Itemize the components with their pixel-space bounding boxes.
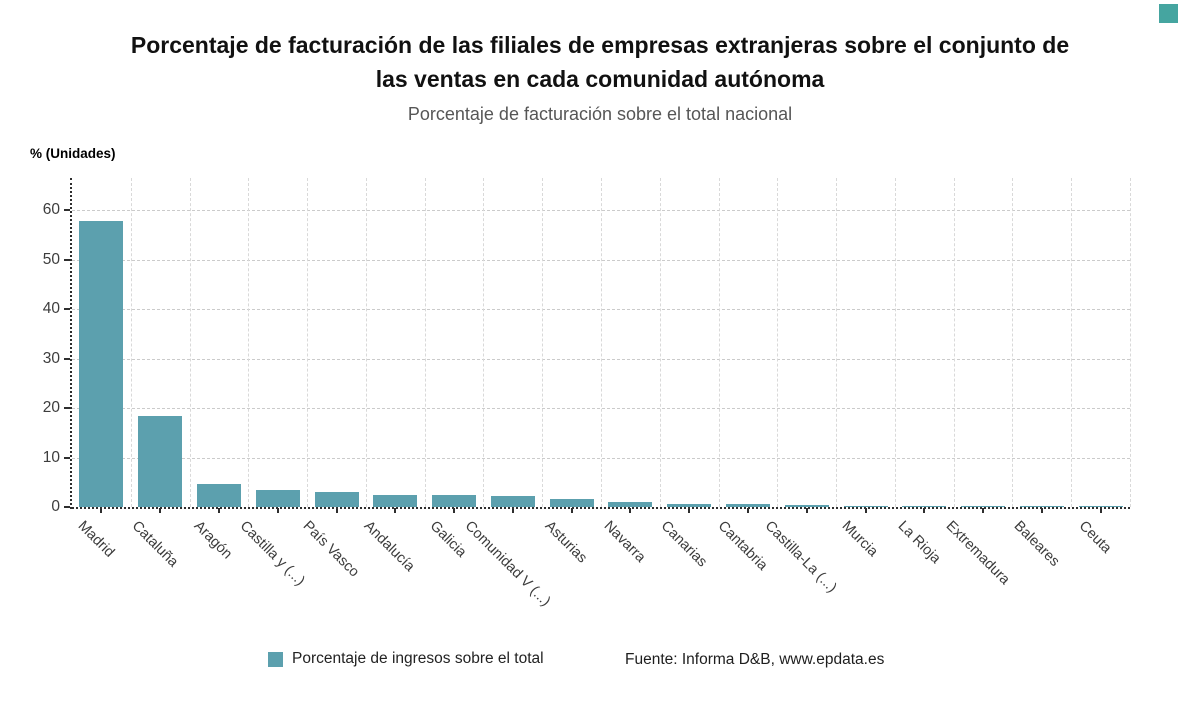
x-grid-line	[189, 178, 191, 507]
x-tick	[453, 508, 456, 513]
x-axis-label: Castilla-La (...)	[762, 518, 841, 596]
y-tick	[64, 357, 70, 360]
x-axis-label: Ceuta	[1075, 518, 1115, 557]
x-grid-line	[307, 178, 309, 507]
x-axis-label: Extremadura	[942, 518, 1013, 589]
chart-header: Porcentaje de facturación de las filiale…	[0, 28, 1200, 127]
x-tick	[100, 508, 103, 513]
x-axis-label: Baleares	[1010, 518, 1063, 570]
bar-castilla-la[interactable]	[784, 505, 829, 507]
x-grid-line	[365, 178, 367, 507]
x-tick	[276, 508, 279, 513]
x-axis-label: País Vasco	[299, 518, 363, 581]
chart-subtitle: Porcentaje de facturación sobre el total…	[407, 104, 793, 124]
x-axis-label: Cataluña	[128, 518, 181, 571]
x-grid-line	[1071, 178, 1073, 507]
x-tick	[335, 508, 338, 513]
x-grid-line	[248, 178, 250, 507]
y-tick	[64, 308, 70, 311]
x-tick	[864, 508, 867, 513]
y-tick	[64, 407, 70, 410]
x-grid-line	[659, 178, 661, 507]
x-axis-label: Murcia	[838, 518, 881, 561]
x-grid-line	[601, 178, 602, 507]
bar-asturias[interactable]	[549, 499, 594, 507]
x-axis-label: Aragón	[190, 518, 236, 563]
x-axis-label: Castilla y (...)	[236, 518, 308, 590]
x-grid-line	[836, 178, 838, 507]
y-tick-label: 60	[42, 201, 60, 219]
x-grid-line	[777, 178, 779, 507]
bar-murcia[interactable]	[843, 506, 888, 507]
bar-navarra[interactable]	[608, 502, 653, 507]
x-axis-label: Canarias	[657, 518, 710, 571]
x-tick	[629, 508, 632, 513]
x-axis-label: Galicia	[427, 518, 470, 561]
bar-arag-n[interactable]	[196, 484, 241, 507]
x-axis-label: Andalucía	[360, 518, 418, 575]
x-tick	[688, 508, 691, 513]
bar-baleares[interactable]	[1019, 506, 1064, 507]
x-grid-line	[424, 178, 426, 507]
x-grid-line	[542, 178, 544, 507]
x-tick	[570, 508, 573, 513]
y-tick	[64, 456, 70, 459]
bar-cantabria[interactable]	[725, 504, 770, 507]
x-tick	[511, 508, 514, 513]
x-grid-line	[894, 178, 896, 507]
bar-la-rioja[interactable]	[902, 506, 947, 507]
x-tick	[217, 508, 220, 513]
y-tick-label: 10	[42, 448, 60, 466]
bar-andaluc-a[interactable]	[373, 495, 418, 507]
chart-title-line2: las ventas en cada comunidad autónoma	[375, 66, 825, 92]
x-tick	[982, 508, 985, 513]
x-tick	[746, 508, 749, 513]
x-axis-label: Comunidad V (...)	[461, 518, 553, 610]
chart-title-line1: Porcentaje de facturación de las filiale…	[130, 32, 1070, 58]
bar-extremadura[interactable]	[961, 506, 1006, 507]
x-tick	[1040, 508, 1043, 513]
y-axis-line	[70, 178, 72, 509]
x-grid-line	[1130, 178, 1131, 507]
x-tick	[1099, 508, 1102, 513]
x-axis-line	[72, 507, 1130, 509]
x-grid-line	[130, 178, 132, 507]
x-tick	[805, 508, 808, 513]
x-axis-label: Madrid	[74, 518, 118, 561]
epdata-brand-square	[1159, 4, 1178, 23]
bar-ceuta[interactable]	[1078, 506, 1123, 507]
bar-comunidad-v[interactable]	[490, 496, 535, 507]
x-axis-label: Asturias	[541, 518, 591, 567]
x-grid-line	[718, 178, 720, 507]
y-tick-label: 40	[42, 300, 60, 318]
y-tick-label: 0	[51, 498, 60, 515]
x-axis-label: La Rioja	[894, 518, 944, 567]
x-grid-line	[1012, 178, 1014, 507]
x-tick	[923, 508, 926, 513]
y-tick	[64, 209, 70, 212]
y-tick-label: 50	[42, 250, 60, 268]
source-attribution: Fuente: Informa D&B, www.epdata.es	[625, 651, 885, 668]
bar-catalu-a[interactable]	[138, 416, 183, 507]
y-axis-title: % (Unidades)	[30, 146, 116, 161]
legend-label: Porcentaje de ingresos sobre el total	[292, 650, 544, 667]
x-tick	[394, 508, 397, 513]
x-axis-label: Navarra	[600, 518, 649, 566]
x-axis-label: Cantabria	[714, 518, 771, 574]
plot-area: 0 10 20 30 40 50 60 Madrid Cataluña Aragón Castill…	[43, 178, 1131, 610]
x-grid-line	[953, 178, 955, 507]
y-tick	[64, 258, 70, 261]
bar-madrid[interactable]	[79, 221, 124, 507]
legend-swatch	[268, 651, 283, 667]
bar-galicia[interactable]	[432, 495, 477, 507]
y-tick-label: 30	[42, 349, 60, 367]
y-tick	[64, 506, 70, 508]
y-tick-label: 20	[42, 399, 60, 417]
bar-castilla-y[interactable]	[255, 490, 300, 507]
legend-item[interactable]: Porcentaje de ingresos sobre el total	[268, 650, 544, 668]
bar-pa-s-vasco[interactable]	[314, 492, 359, 507]
x-tick	[159, 508, 162, 513]
bar-canarias[interactable]	[667, 504, 712, 507]
x-grid-line	[483, 178, 485, 507]
